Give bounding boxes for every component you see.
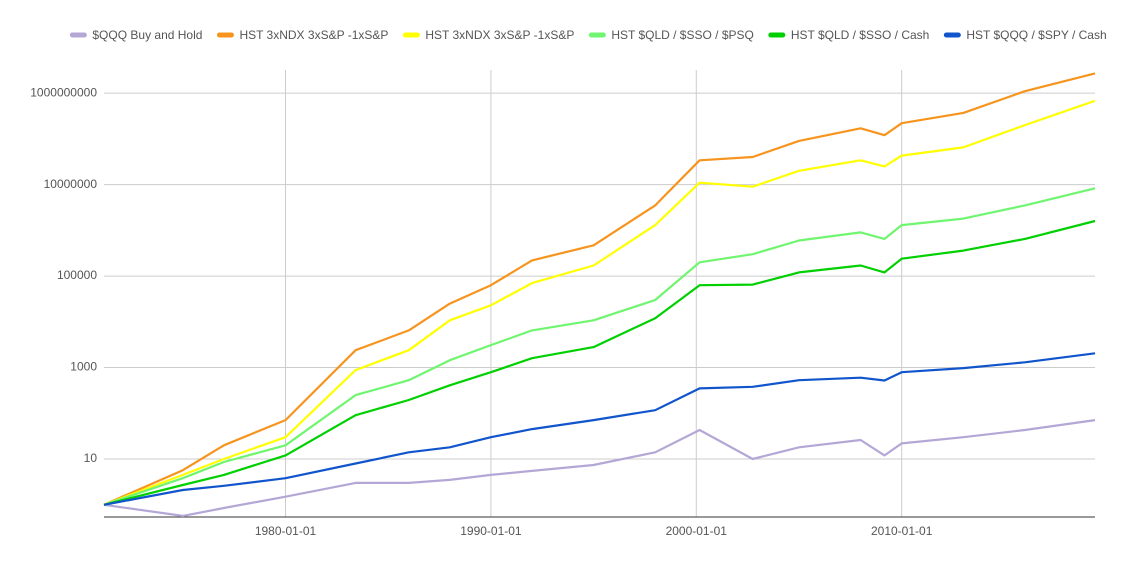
y-tick-label: 10 (84, 451, 98, 465)
legend-label: HST $QLD / $SSO / $PSQ (611, 28, 754, 42)
x-tick-label: 2010-01-01 (871, 524, 933, 538)
y-tick-label: 1000 (70, 360, 97, 374)
legend-label: HST 3xNDX 3xS&P -1xS&P (425, 28, 574, 42)
y-tick-label: 1000000000 (30, 85, 97, 99)
series-line (103, 352, 1096, 506)
x-tick-label: 2000-01-01 (666, 524, 728, 538)
series-line (103, 99, 1096, 506)
x-tick-label: 1980-01-01 (255, 524, 317, 538)
y-tick-label: 100000 (57, 268, 97, 282)
series-line (103, 419, 1096, 517)
legend: $QQQ Buy and Hold HST 3xNDX 3xS&P -1xS&P H… (69, 28, 1107, 42)
legend-label: HST $QLD / $SSO / Cash (791, 28, 930, 42)
legend-label: HST $QQQ / $SPY / Cash (966, 28, 1106, 42)
series-line (103, 72, 1096, 506)
series-line (103, 219, 1096, 506)
legend-label: $QQQ Buy and Hold (92, 28, 202, 42)
series-line (103, 187, 1096, 506)
y-tick-label: 10000000 (44, 177, 98, 191)
x-tick-label: 1990-01-01 (460, 524, 522, 538)
legend-label: HST 3xNDX 3xS&P -1xS&P (239, 28, 388, 42)
